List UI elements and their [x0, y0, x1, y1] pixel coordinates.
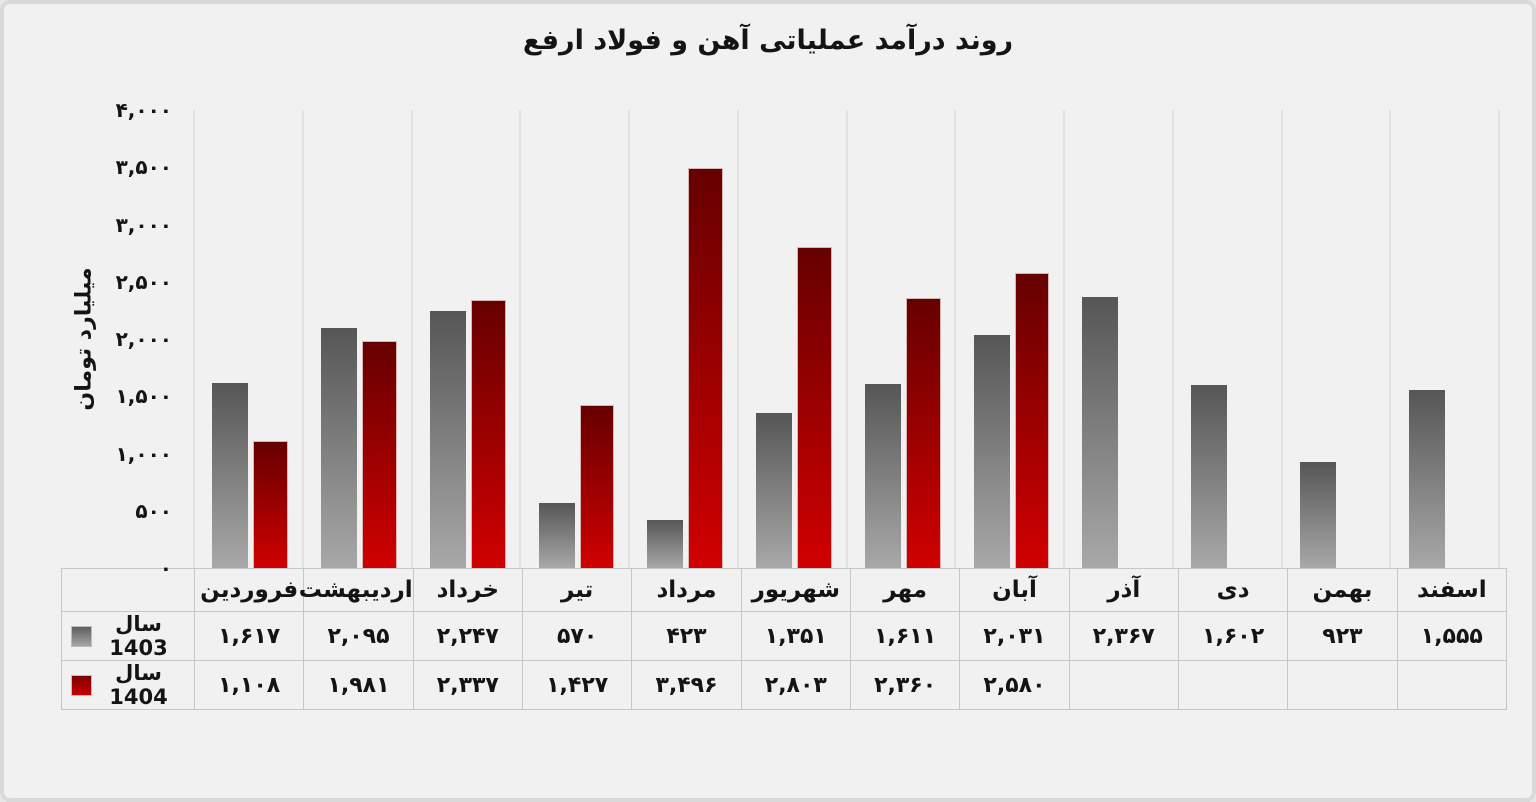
gridline	[1171, 110, 1174, 568]
bar-s1403-دی	[1191, 384, 1228, 568]
y-tick-label: ۱,۰۰۰	[115, 441, 172, 466]
month-label-cell: مهر	[849, 568, 961, 612]
bar-s1404-آبان	[1014, 272, 1050, 568]
gridline	[954, 110, 957, 568]
gridline	[736, 110, 739, 568]
gridline	[410, 110, 413, 568]
value-cell-1404-اردیبهشت: ۱,۹۸۱	[303, 660, 414, 710]
value-cell-1403-فروردین: ۱,۶۱۷	[193, 611, 305, 661]
bar-s1403-مرداد	[647, 519, 684, 568]
legend-cell-1403: سال 1403	[61, 611, 195, 661]
legend-cell-1404: سال 1404	[61, 660, 195, 710]
month-label-cell: تیر	[521, 568, 633, 612]
month-label-cell: فروردین	[193, 568, 305, 612]
gridline	[1498, 110, 1500, 568]
value-cell-1404-مرداد: ۳,۴۹۶	[631, 660, 742, 710]
month-label-cell: آبان	[959, 568, 1070, 612]
legend-label: سال 1404	[109, 661, 168, 709]
value-cell-1403-مهر: ۱,۶۱۱	[849, 611, 961, 661]
gridline	[628, 110, 630, 568]
bar-s1404-مرداد	[688, 167, 724, 568]
gridline	[301, 110, 304, 568]
bar-s1403-تیر	[538, 502, 575, 568]
value-cell-1404-آذر	[1068, 660, 1179, 710]
value-cell-1403-خرداد: ۲,۲۴۷	[412, 611, 523, 661]
y-tick-label: ۵۰۰	[135, 498, 172, 523]
bar-s1403-بهمن	[1299, 462, 1336, 568]
gridline	[1280, 110, 1283, 568]
gridline	[1389, 110, 1392, 568]
value-cell-1403-بهمن: ۹۲۳	[1287, 611, 1398, 661]
bar-s1403-آذر	[1082, 296, 1119, 568]
value-cell-1404-مهر: ۲,۳۶۰	[849, 660, 961, 710]
month-label-cell: خرداد	[412, 568, 523, 612]
value-cell-1403-آبان: ۲,۰۳۱	[959, 611, 1070, 661]
gridline	[519, 110, 522, 568]
month-label-cell: دی	[1177, 568, 1289, 612]
value-cell-1403-تیر: ۵۷۰	[521, 611, 633, 661]
month-label-cell: اردیبهشت	[299, 568, 414, 612]
y-tick-label: ۲,۰۰۰	[115, 327, 172, 351]
gridline	[193, 110, 195, 568]
y-tick-label: ۰	[159, 556, 172, 580]
value-cell-1404-خرداد: ۲,۳۳۷	[412, 660, 523, 710]
y-tick-label: ۲,۵۰۰	[115, 269, 172, 294]
chart-title: روند درآمد عملیاتی آهن و فولاد ارفع	[522, 25, 1014, 56]
bar-s1403-مهر	[864, 383, 901, 568]
value-cell-1403-اسفند: ۱,۵۵۵	[1396, 611, 1508, 661]
gridline	[845, 110, 848, 568]
bar-s1404-مهر	[905, 297, 941, 568]
y-tick-label: ۴,۰۰۰	[115, 98, 172, 122]
bar-s1403-خرداد	[429, 310, 466, 568]
month-label-cell: مرداد	[631, 568, 742, 612]
value-cell-1403-دی: ۱,۶۰۲	[1177, 611, 1289, 661]
chart-region: میلیارد تومان ۴,۰۰۰ ۳,۵۰۰ ۳,۰۰۰ ۲,۵۰۰ ۲,۰۰۰ ۱…	[4, 62, 1532, 580]
bar-s1404-خرداد	[470, 300, 506, 568]
month-label-cell: آذر	[1068, 568, 1179, 612]
bar-s1403-آبان	[973, 335, 1010, 568]
value-cell-1404-تیر: ۱,۴۲۷	[521, 660, 633, 710]
y-tick-label: ۳,۵۰۰	[115, 155, 172, 180]
value-cell-1403-مرداد: ۴۲۳	[631, 611, 742, 661]
value-cell-1403-آذر: ۲,۳۶۷	[1068, 611, 1179, 661]
legend-label: سال 1403	[109, 612, 168, 660]
month-label-cell: بهمن	[1287, 568, 1398, 612]
gridline	[1063, 110, 1065, 568]
bar-s1404-شهریور	[797, 247, 832, 568]
value-cell-1404-شهریور: ۲,۸۰۳	[740, 660, 851, 710]
plot-area	[193, 110, 1500, 568]
data-table: فروردین اردیبهشت خرداد تیر مرداد شهریور مهر آبا…	[61, 568, 1508, 710]
value-cell-1404-آبان: ۲,۵۸۰	[959, 660, 1070, 710]
y-tick-label: ۳,۰۰۰	[115, 212, 172, 237]
bar-s1404-فروردین	[253, 441, 289, 568]
value-cell-1403-اردیبهشت: ۲,۰۹۵	[303, 611, 414, 661]
value-cell-1403-شهریور: ۱,۳۵۱	[740, 611, 851, 661]
y-tick-label: ۱,۵۰۰	[115, 384, 172, 409]
bar-s1403-اردیبهشت	[321, 328, 358, 568]
value-cell-1404-اسفند	[1396, 660, 1508, 710]
month-label-cell: اسفند	[1396, 568, 1508, 612]
legend-swatch-icon	[71, 625, 92, 647]
bar-s1403-شهریور	[756, 413, 793, 568]
value-cell-1404-بهمن	[1287, 660, 1398, 710]
bar-s1403-اسفند	[1408, 389, 1445, 568]
bar-s1404-اردیبهشت	[362, 341, 397, 568]
value-cell-1404-فروردین: ۱,۱۰۸	[193, 660, 305, 710]
month-label-cell: شهریور	[740, 568, 851, 612]
bar-s1404-تیر	[579, 404, 615, 568]
bar-s1403-فروردین	[212, 382, 249, 568]
value-cell-1404-دی	[1177, 660, 1289, 710]
legend-swatch-icon	[71, 674, 92, 696]
